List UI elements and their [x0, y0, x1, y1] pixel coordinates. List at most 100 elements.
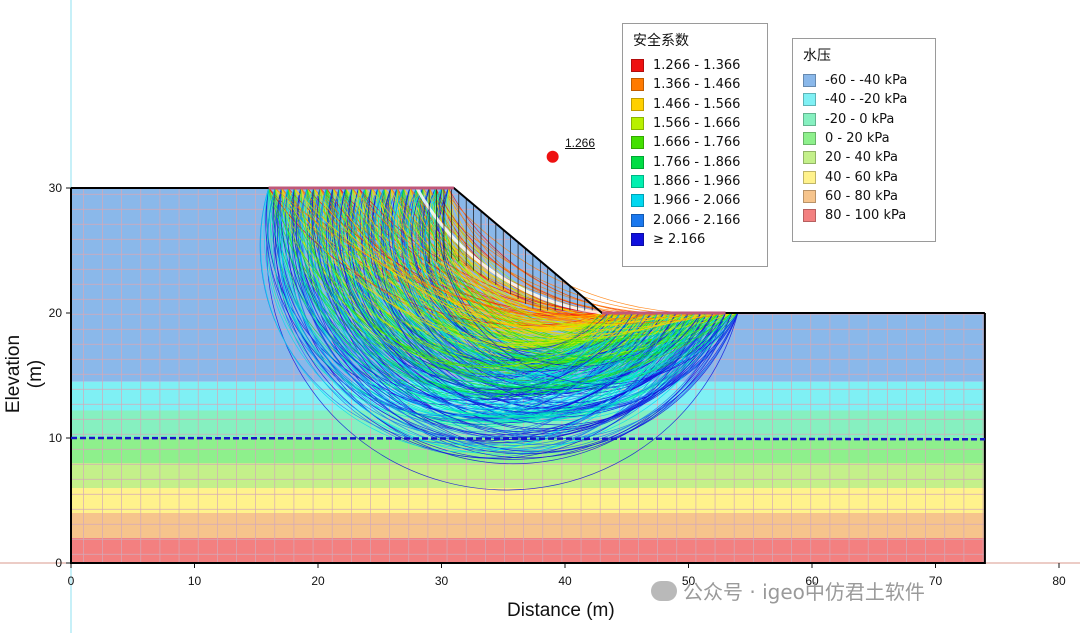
slip-surface: [318, 187, 646, 410]
pwp-legend-swatch: [803, 189, 816, 203]
fos-legend-swatch: [631, 59, 644, 73]
slip-surface: [297, 187, 658, 433]
fos-legend-label: 2.066 - 2.166: [653, 212, 741, 228]
slip-surface: [281, 187, 627, 368]
pwp-legend-label: -40 - -20 kPa: [825, 92, 908, 108]
pwp-legend: 水压 -60 - -40 kPa -40 - -20 kPa -20 - 0 kPa…: [792, 38, 936, 242]
slip-surface: [285, 187, 628, 401]
slip-surface: [319, 187, 726, 418]
slip-surface: [351, 187, 646, 405]
x-tick-label: 50: [682, 574, 696, 588]
pwp-legend-label: 0 - 20 kPa: [825, 131, 890, 147]
pwp-legend-label: 80 - 100 kPa: [825, 208, 907, 224]
fos-legend-row: 1.666 - 1.766: [623, 133, 767, 152]
fos-legend-row: 1.766 - 1.866: [623, 152, 767, 171]
x-tick-label: 10: [188, 574, 202, 588]
slip-surface: [319, 187, 603, 367]
slip-surface: [372, 187, 634, 384]
x-tick-label: 20: [311, 574, 325, 588]
fos-legend-swatch: [631, 194, 644, 208]
slip-surface: [294, 187, 714, 330]
slip-surface: [327, 187, 621, 388]
x-tick-label: 0: [68, 574, 75, 588]
pwp-legend-label: 40 - 60 kPa: [825, 169, 898, 185]
fos-legend-swatch: [631, 97, 644, 111]
slip-surface: [280, 187, 677, 419]
pwp-legend-row: 40 - 60 kPa: [793, 167, 935, 186]
pwp-legend-row: 80 - 100 kPa: [793, 206, 935, 225]
slip-surface: [351, 187, 677, 342]
watermark: 公众号 · igeo中仿君土软件: [651, 576, 925, 605]
slip-surface: [326, 187, 695, 389]
fos-legend-row: 1.266 - 1.366: [623, 56, 767, 75]
fos-legend-row: 1.466 - 1.566: [623, 95, 767, 114]
x-tick-label: 60: [805, 574, 819, 588]
slip-surface: [367, 187, 714, 409]
y-tick-label: 20: [49, 306, 63, 320]
slip-surface: [326, 187, 720, 360]
slip-surface: [362, 187, 671, 386]
pwp-legend-row: -20 - 0 kPa: [793, 110, 935, 129]
x-tick-label: 30: [435, 574, 449, 588]
slip-surface: [266, 187, 739, 491]
slip-surface: [415, 187, 732, 360]
x-tick-label: 70: [929, 574, 943, 588]
slip-surface: [338, 187, 733, 413]
slip-surface: [387, 187, 702, 390]
slip-surface: [390, 187, 634, 345]
pwp-legend-title: 水压: [803, 48, 831, 64]
slip-surface: [438, 187, 739, 385]
fos-legend-swatch: [631, 78, 644, 92]
slip-surface: [260, 187, 665, 453]
pwp-legend-label: -20 - 0 kPa: [825, 111, 895, 127]
slip-surface: [428, 187, 695, 377]
fos-legend-label: 1.866 - 1.966: [653, 173, 741, 189]
pwp-band-7: [71, 538, 985, 563]
ground-surface: [71, 187, 985, 314]
slip-surface: [267, 187, 609, 417]
pwp-legend-label: 60 - 80 kPa: [825, 188, 898, 204]
pwp-legend-swatch: [803, 132, 816, 146]
slip-surface: [313, 187, 701, 335]
slip-surfaces: [259, 187, 739, 491]
fos-legend-label: 1.266 - 1.366: [653, 58, 741, 74]
slip-surface: [324, 187, 726, 452]
critical-center-point: [546, 150, 559, 163]
slip-surface: [428, 187, 652, 327]
water-table-line: [70, 436, 985, 441]
pwp-legend-swatch: [803, 93, 816, 107]
slip-surface: [362, 187, 739, 440]
y-tick-label: 30: [49, 181, 63, 195]
fos-legend-swatch: [631, 117, 644, 131]
fos-legend-label: ≥ 2.166: [653, 231, 706, 247]
fos-legend-label: 1.366 - 1.466: [653, 77, 741, 93]
slip-surface: [292, 187, 696, 452]
fos-legend-label: 1.466 - 1.566: [653, 96, 741, 112]
fos-legend-label: 1.766 - 1.866: [653, 154, 741, 170]
slip-surface: [274, 187, 658, 394]
slip-surface: [396, 187, 603, 328]
slip-surface: [311, 187, 726, 433]
slip-surface: [409, 187, 664, 327]
slip-surface: [396, 187, 720, 384]
slip-surface: [275, 187, 702, 459]
slip-surface: [331, 187, 714, 414]
fos-legend-label: 1.666 - 1.766: [653, 135, 741, 151]
slip-surface: [441, 187, 695, 326]
fos-legend-swatch: [631, 136, 644, 150]
pwp-band-5: [71, 488, 985, 513]
slip-surface: [307, 187, 733, 459]
slip-surface: [377, 187, 615, 329]
slip-surface: [392, 187, 621, 366]
pwp-legend-swatch: [803, 74, 816, 88]
fos-legend-label: 1.566 - 1.666: [653, 116, 741, 132]
fos-legend-rows: 1.266 - 1.366 1.366 - 1.466 1.466 - 1.566 1…: [623, 56, 767, 249]
y-axis-title: Elevation (m): [3, 334, 46, 414]
critical-slip-surface: [415, 187, 603, 315]
pwp-band-6: [71, 513, 985, 538]
x-tick-label: 40: [558, 574, 572, 588]
slip-surface: [377, 187, 732, 385]
x-axis-title: Distance (m): [507, 600, 615, 621]
slip-surface: [332, 187, 689, 339]
slip-surface: [274, 187, 683, 363]
